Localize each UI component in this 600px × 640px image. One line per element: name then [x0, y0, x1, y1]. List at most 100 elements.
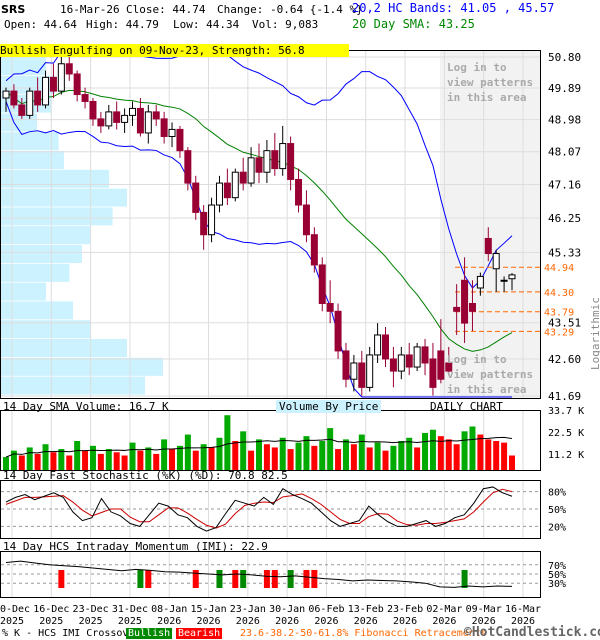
volume-bar	[224, 415, 231, 470]
year-tick-label: 2026	[236, 616, 260, 627]
candle-body	[136, 107, 144, 134]
volume-bar	[406, 437, 413, 470]
volume-bar	[58, 449, 65, 470]
volume-by-price-bar	[1, 245, 82, 263]
change: Change: -0.64 {-1.4 %}	[217, 3, 363, 16]
year-tick-label: 2025	[118, 616, 142, 627]
volume-panel-frame	[0, 410, 541, 471]
imi-line	[5, 560, 513, 588]
stochastic-tick-label: 20%	[548, 522, 566, 533]
price-tick-label: 46.25	[548, 212, 581, 225]
volume-bar	[485, 439, 492, 470]
volume-by-price-bar	[1, 207, 113, 226]
year-tick-label: 2026	[157, 616, 181, 627]
volume-bar	[248, 450, 255, 470]
candle-body	[200, 211, 208, 236]
year-tick-label: 2026	[196, 616, 220, 627]
volume-bar	[493, 441, 500, 470]
volume: Vol: 9,083	[252, 18, 319, 31]
volume-by-price-bar	[1, 357, 163, 376]
pattern-banner[interactable]: Bullish Engulfing on 09-Nov-23, Strength…	[0, 44, 349, 57]
year-tick-label: 2026	[275, 616, 299, 627]
open: Open: 44.64	[4, 18, 77, 31]
candle-body	[342, 350, 350, 380]
imi-panel-frame	[0, 551, 541, 598]
volume-bar	[82, 450, 89, 470]
year-tick-label: 2026	[511, 616, 535, 627]
volume-bar	[256, 439, 262, 470]
volume-bar	[374, 442, 381, 470]
volume-bar	[200, 444, 207, 470]
volume-bar	[232, 441, 239, 470]
candle-body	[374, 334, 382, 356]
volume-bar	[74, 441, 81, 470]
year-tick-label: 2025	[39, 616, 63, 627]
volume-bar	[97, 453, 104, 470]
volume-bar	[89, 445, 96, 470]
volume-tick-label: 22.5 K	[548, 428, 584, 439]
date-tick-label: 31-Dec	[112, 604, 148, 615]
volume-bar	[303, 436, 310, 470]
volume-by-price-bar	[1, 188, 127, 207]
candle-body	[215, 182, 223, 206]
candle-body	[476, 275, 484, 289]
candle-body	[382, 334, 389, 360]
fib-level-label: 43.79	[544, 308, 574, 319]
date-tick-label: 10-Dec	[0, 604, 30, 615]
volume-by-price-bar	[1, 339, 127, 357]
year-tick-label: 2026	[393, 616, 417, 627]
volume-bar	[263, 444, 270, 470]
legend-text: % K - HCS IMI Crossover,	[2, 628, 147, 639]
imi-crossover-marker	[461, 570, 468, 588]
candle-body	[287, 143, 295, 180]
imi-crossover-marker	[311, 570, 318, 588]
fib-level-label: 43.29	[544, 327, 574, 338]
imi-crossover-marker	[240, 570, 247, 588]
candle-body	[492, 253, 500, 270]
volume-by-price-bar	[1, 226, 91, 245]
volume-bar	[501, 442, 508, 470]
candle-body	[366, 354, 374, 388]
login-notice-bottom[interactable]: Log in to view patterns in this area	[447, 352, 533, 397]
candle-body	[413, 346, 421, 368]
volume-bar	[366, 447, 373, 470]
fib-level-label: 44.30	[544, 288, 574, 299]
candle-body	[247, 157, 255, 184]
candle-body	[168, 128, 176, 137]
candle-body	[192, 182, 200, 213]
stochastic-panel-title: 14 Day Fast Stochastic (%K) (%D): 70.8 8…	[3, 469, 288, 482]
volume-bar	[240, 431, 247, 470]
candle-body	[97, 118, 105, 127]
fib-legend: 23.6-38.2-50-61.8% Fibonacci Retracement…	[240, 628, 487, 639]
login-line: in this area	[447, 383, 527, 396]
volume-by-price-bar	[1, 301, 73, 320]
volume-bar	[66, 455, 73, 470]
low: Low: 44.34	[173, 18, 240, 31]
candle-body	[461, 279, 469, 324]
volume-bar	[153, 453, 160, 470]
copyright[interactable]: ©HotCandlestick.com	[464, 625, 600, 640]
volume-bar	[453, 444, 460, 470]
volume-bar	[398, 441, 405, 470]
login-notice-top[interactable]: Log in to view patterns in this area	[447, 60, 533, 105]
price-tick-label: 41.69	[548, 390, 581, 403]
price-tick-label: 48.07	[548, 146, 581, 159]
date-tick-label: 09-Mar	[466, 604, 502, 615]
imi-crossover-marker	[287, 570, 294, 588]
volume-by-price-bar	[1, 376, 145, 395]
volume-bar	[390, 445, 397, 470]
volume-by-price-bar	[1, 151, 64, 169]
candle-body	[144, 111, 152, 134]
volume-bar	[184, 434, 191, 470]
imi-panel-title: 14 Day HCS Intraday Momentum (IMI): 22.9	[3, 540, 268, 553]
date-tick-label: 23-Jan	[230, 604, 266, 615]
candle-body	[208, 204, 216, 236]
stochastic-d-line	[5, 488, 513, 529]
candle-body	[18, 104, 26, 116]
candle-body	[429, 358, 437, 388]
candle-body	[468, 302, 476, 312]
volume-panel-title: 14 Day SMA Volume: 16.7 K	[3, 400, 169, 413]
volume-bar	[437, 436, 444, 470]
volume-by-price-bar	[1, 320, 91, 339]
